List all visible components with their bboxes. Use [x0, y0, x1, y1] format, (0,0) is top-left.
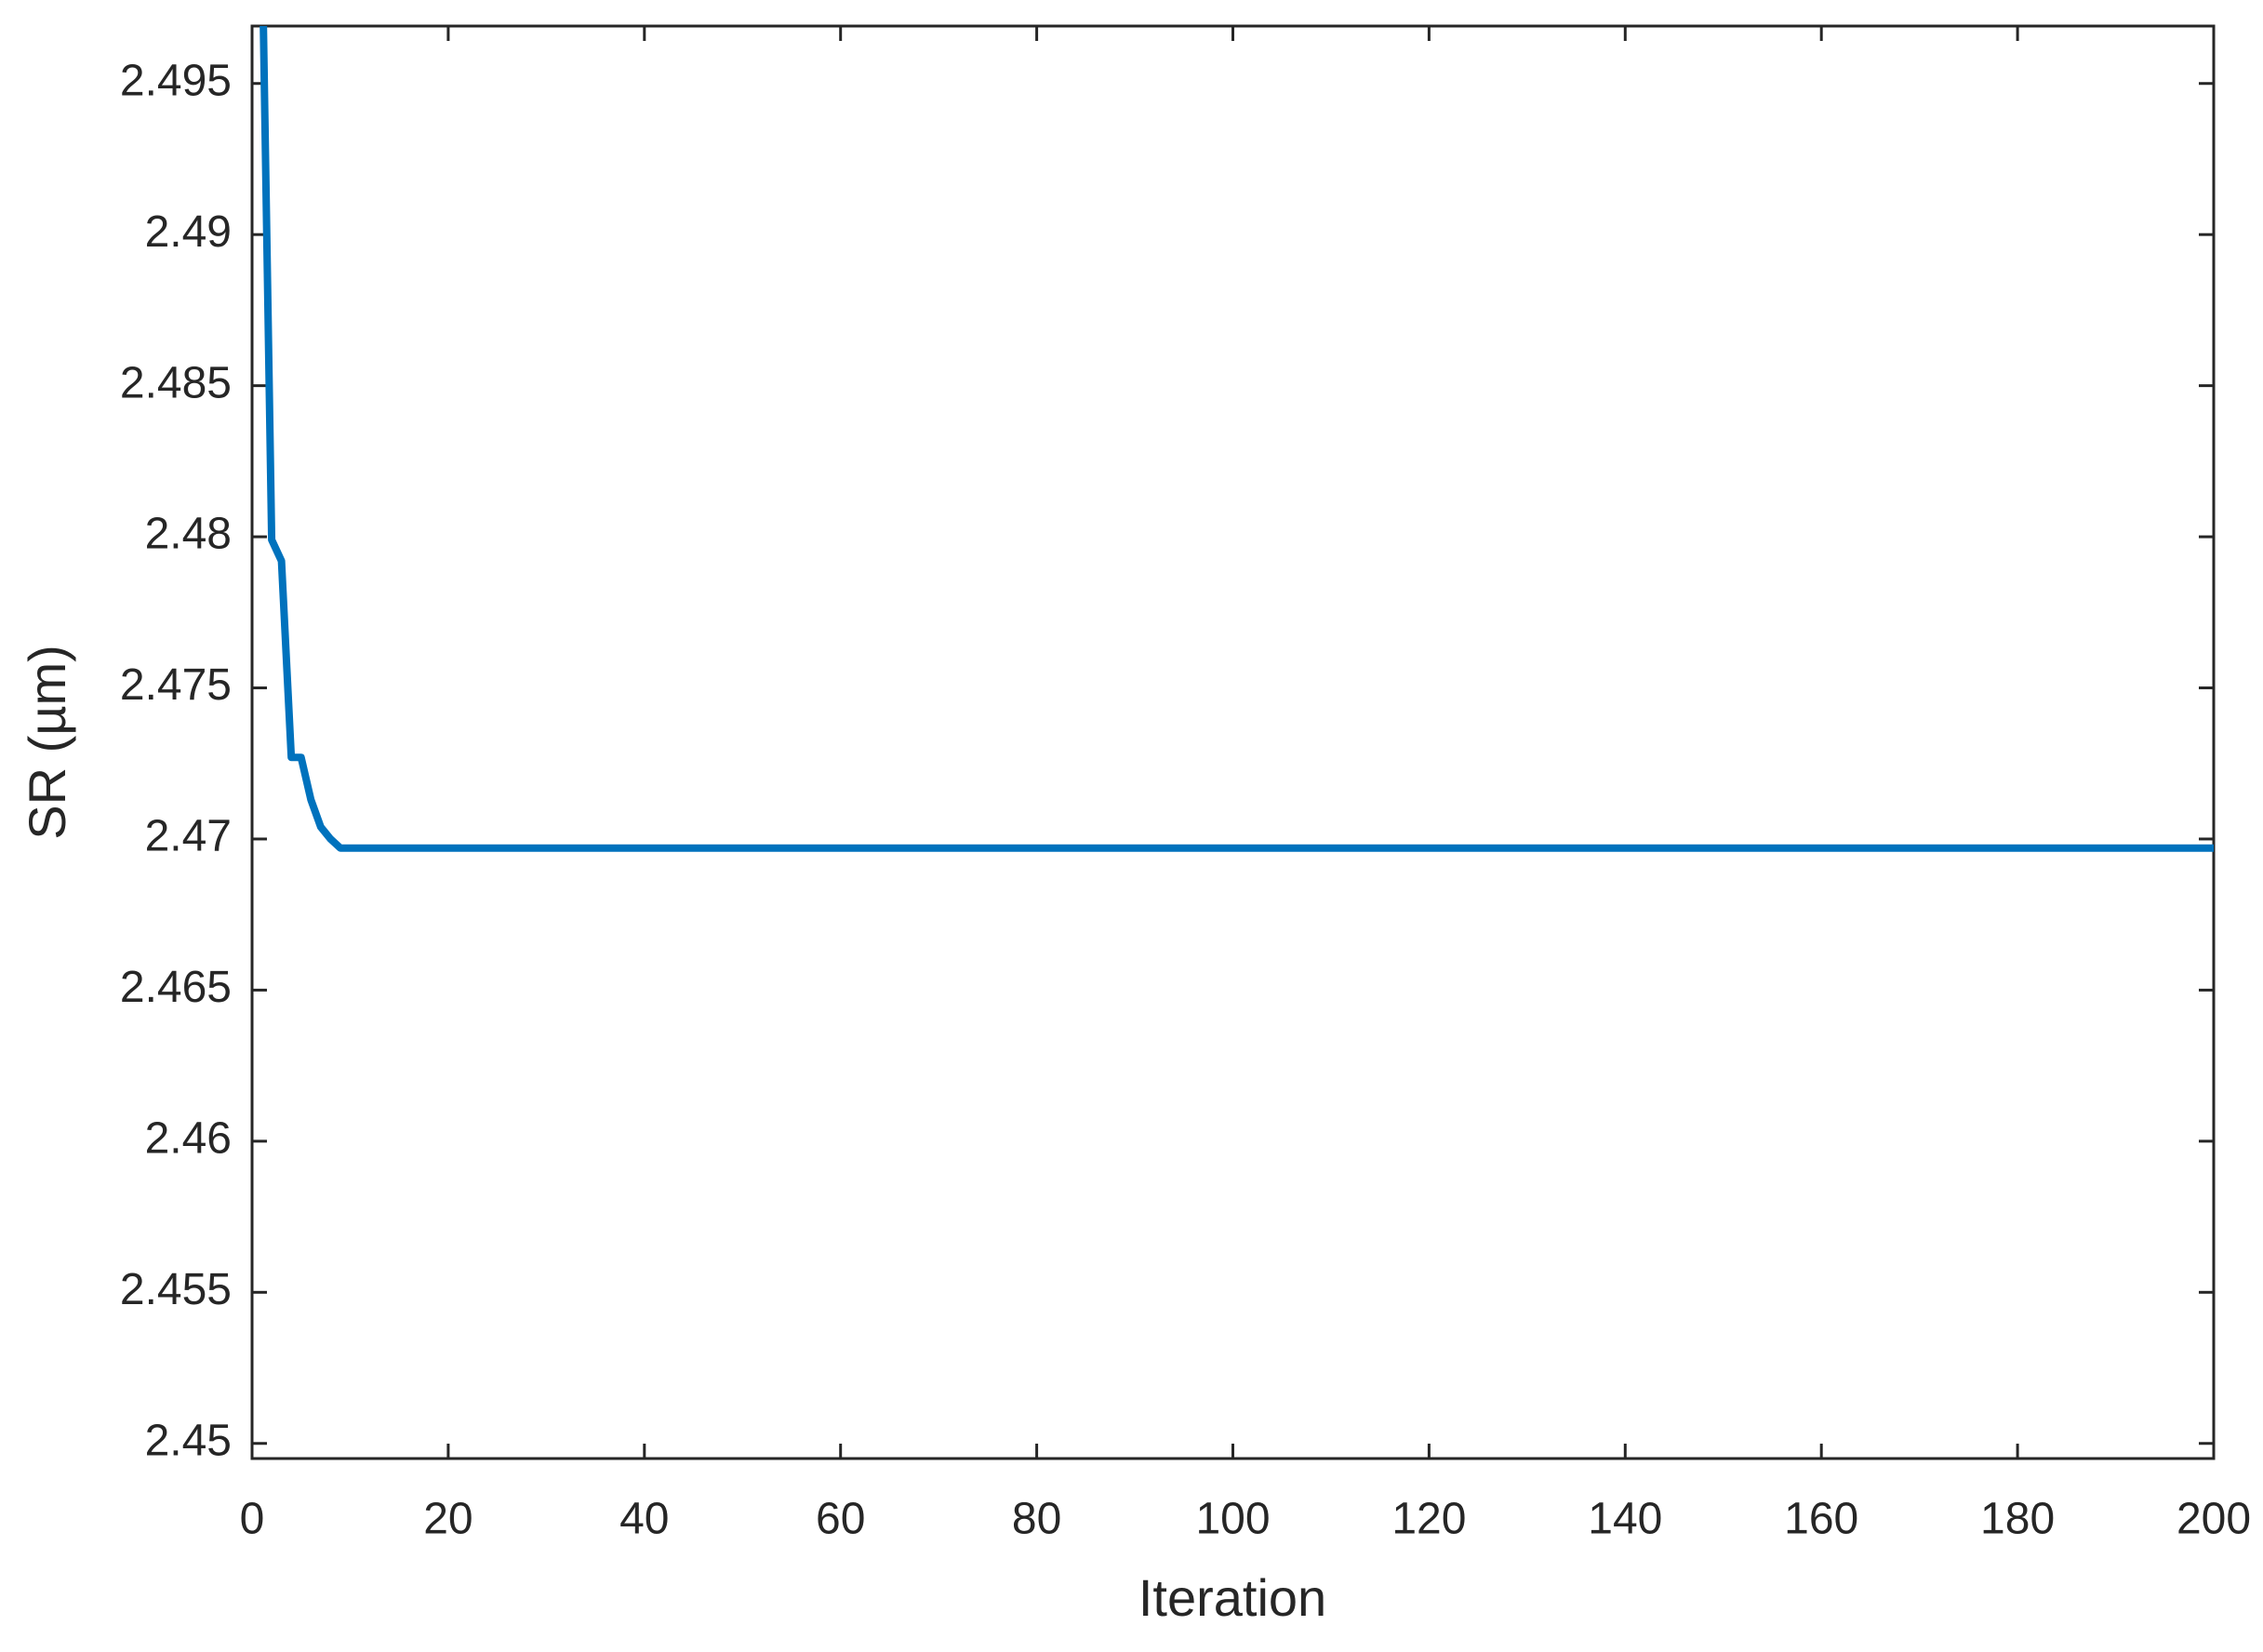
- data-line: [260, 26, 2214, 852]
- y-tick-label: 2.495: [120, 56, 232, 105]
- y-tick-label: 2.45: [145, 1416, 232, 1465]
- x-tick-label: 180: [1980, 1495, 2055, 1544]
- y-tick-label: 2.48: [145, 510, 232, 559]
- y-tick-label: 2.47: [145, 812, 232, 861]
- x-tick-label: 200: [2176, 1495, 2251, 1544]
- x-axis-label: Iteration: [1138, 1568, 1326, 1627]
- y-tick-label: 2.49: [145, 207, 232, 257]
- x-tick-label: 60: [816, 1495, 865, 1544]
- x-tick-label: 160: [1784, 1495, 1858, 1544]
- x-tick-label: 0: [240, 1495, 265, 1544]
- x-tick-label: 40: [619, 1495, 669, 1544]
- x-tick-label: 120: [1391, 1495, 1466, 1544]
- y-axis-label: SR (µm): [18, 645, 76, 840]
- y-tick-label: 2.475: [120, 660, 232, 710]
- y-tick-label: 2.465: [120, 963, 232, 1012]
- y-tick-label: 2.485: [120, 358, 232, 407]
- y-tick-label: 2.455: [120, 1265, 232, 1314]
- y-tick-label: 2.46: [145, 1114, 232, 1164]
- x-tick-label: 80: [1012, 1495, 1061, 1544]
- x-tick-label: 100: [1195, 1495, 1270, 1544]
- plot-frame: [250, 24, 2216, 1460]
- x-tick-label: 20: [423, 1495, 473, 1544]
- x-tick-label: 140: [1588, 1495, 1662, 1544]
- plot-area: [260, 26, 2214, 852]
